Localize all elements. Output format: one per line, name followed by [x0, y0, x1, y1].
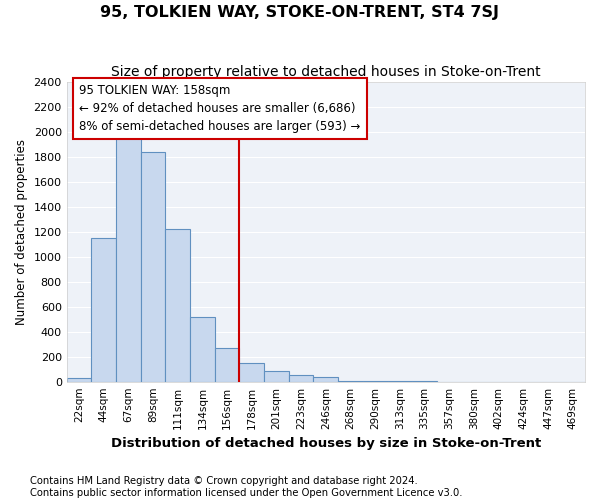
Bar [239, 363, 264, 382]
Bar [215, 348, 239, 382]
Y-axis label: Number of detached properties: Number of detached properties [15, 138, 28, 324]
Text: Contains HM Land Registry data © Crown copyright and database right 2024.
Contai: Contains HM Land Registry data © Crown c… [30, 476, 463, 498]
Bar [141, 152, 166, 382]
Title: Size of property relative to detached houses in Stoke-on-Trent: Size of property relative to detached ho… [111, 65, 541, 79]
Bar [338, 381, 363, 382]
Bar [289, 376, 313, 382]
Bar [313, 376, 338, 382]
Bar [190, 316, 215, 382]
Text: 95, TOLKIEN WAY, STOKE-ON-TRENT, ST4 7SJ: 95, TOLKIEN WAY, STOKE-ON-TRENT, ST4 7SJ [101, 5, 499, 20]
Bar [67, 378, 91, 382]
Bar [264, 371, 289, 382]
Bar [363, 381, 388, 382]
Text: 95 TOLKIEN WAY: 158sqm
← 92% of detached houses are smaller (6,686)
8% of semi-d: 95 TOLKIEN WAY: 158sqm ← 92% of detached… [79, 84, 361, 133]
X-axis label: Distribution of detached houses by size in Stoke-on-Trent: Distribution of detached houses by size … [111, 437, 541, 450]
Bar [116, 138, 141, 382]
Bar [91, 238, 116, 382]
Bar [166, 229, 190, 382]
